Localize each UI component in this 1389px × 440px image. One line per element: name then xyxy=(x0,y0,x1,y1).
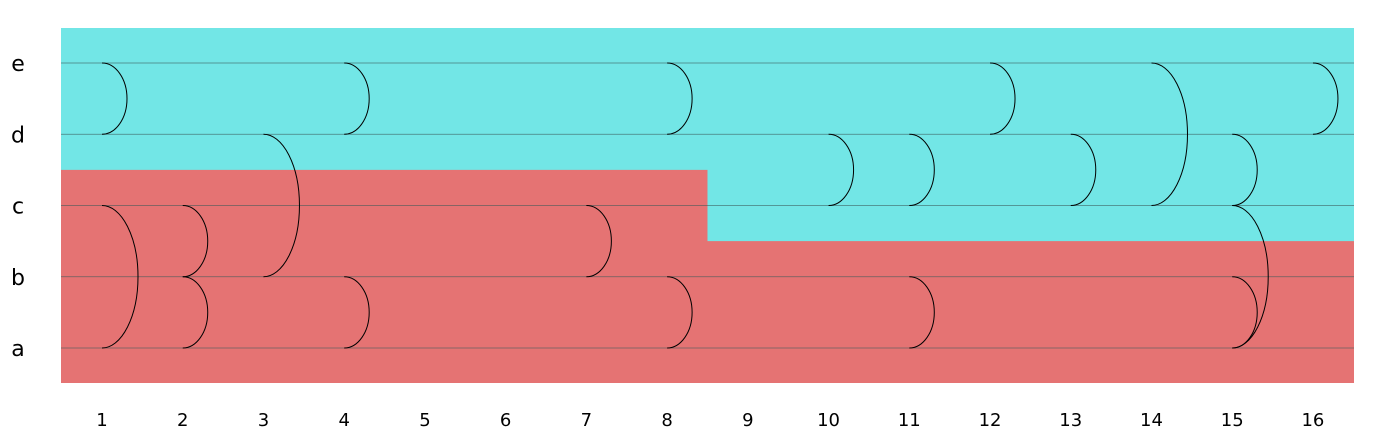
arc-col-8-d-e xyxy=(667,62,693,135)
row-label-d: d xyxy=(11,123,25,148)
arc-col-16-d-e xyxy=(1312,62,1339,135)
column-label-3: 3 xyxy=(258,410,269,431)
row-lines xyxy=(61,62,1354,349)
column-label-9: 9 xyxy=(742,410,753,431)
column-label-5: 5 xyxy=(419,410,430,431)
arc-col-8-a-b xyxy=(667,276,693,349)
arc-col-11-c-d xyxy=(909,133,935,206)
arc-col-1-a-c xyxy=(101,205,139,349)
arc-col-2-b-c xyxy=(182,205,209,278)
arc-col-12-d-e xyxy=(990,62,1016,135)
arc-col-1-d-e xyxy=(101,62,128,135)
column-labels: 1 2 3 4 5 6 7 8 9 10 11 12 13 14 15 16 xyxy=(96,410,1324,431)
arc-col-3-b-d xyxy=(263,133,300,278)
arc-col-4-d-e xyxy=(344,62,370,135)
row-label-a: a xyxy=(11,337,24,362)
column-label-4: 4 xyxy=(338,410,349,431)
arc-col-7-b-c xyxy=(586,205,612,278)
row-label-e: e xyxy=(11,52,25,77)
arc-col-15-a-b xyxy=(1232,276,1258,349)
column-label-16: 16 xyxy=(1301,410,1324,431)
column-label-10: 10 xyxy=(817,410,840,431)
arc-layer xyxy=(101,62,1339,349)
column-label-1: 1 xyxy=(96,410,107,431)
arc-col-10-c-d xyxy=(828,133,855,206)
column-label-6: 6 xyxy=(500,410,511,431)
row-label-b: b xyxy=(11,266,25,291)
arc-col-14-c-e xyxy=(1151,62,1188,206)
arc-col-15-c-d xyxy=(1232,133,1258,206)
arc-col-2-a-b xyxy=(182,276,209,349)
arc-col-13-c-d xyxy=(1070,133,1097,206)
arc-col-11-a-b xyxy=(909,276,935,349)
column-label-14: 14 xyxy=(1140,410,1163,431)
row-labels: a b c d e xyxy=(11,52,25,362)
column-label-12: 12 xyxy=(979,410,1002,431)
column-label-2: 2 xyxy=(177,410,188,431)
column-label-11: 11 xyxy=(898,410,921,431)
column-label-8: 8 xyxy=(661,410,672,431)
column-label-7: 7 xyxy=(581,410,592,431)
row-label-c: c xyxy=(12,195,24,220)
column-label-15: 15 xyxy=(1221,410,1244,431)
column-label-13: 13 xyxy=(1059,410,1082,431)
arc-col-4-a-b xyxy=(344,276,370,349)
